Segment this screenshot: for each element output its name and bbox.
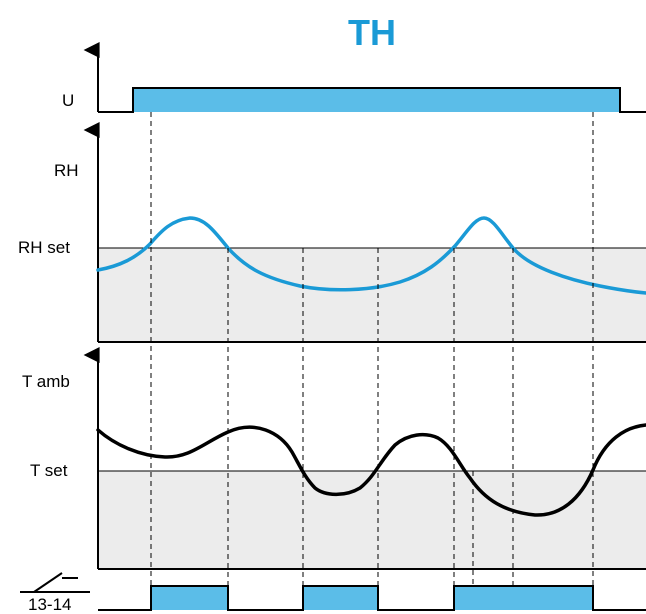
event-guide-lines: [150, 112, 594, 586]
t-below-setpoint-area: [98, 471, 646, 569]
contact-pulse-1: [151, 586, 228, 610]
contact-pulse-3: [454, 586, 593, 610]
rh-curve: [96, 216, 646, 295]
contact-pulse-2: [303, 586, 378, 610]
u-label: U: [62, 91, 74, 110]
contact-signal-line: [98, 585, 646, 611]
contact-symbol-switch: [33, 572, 63, 593]
t-set-label: T set: [30, 461, 68, 480]
rh-below-setpoint-area: [98, 248, 646, 342]
rh-set-label: RH set: [18, 238, 70, 257]
contact-label: 13-14: [28, 595, 71, 614]
t-amb-label: T amb: [22, 372, 70, 391]
diagram-title: TH: [348, 12, 396, 53]
u-on-pulse: [133, 88, 620, 112]
t-amb-curve: [96, 423, 646, 517]
u-signal-line: [98, 87, 646, 113]
rh-label: RH: [54, 161, 79, 180]
